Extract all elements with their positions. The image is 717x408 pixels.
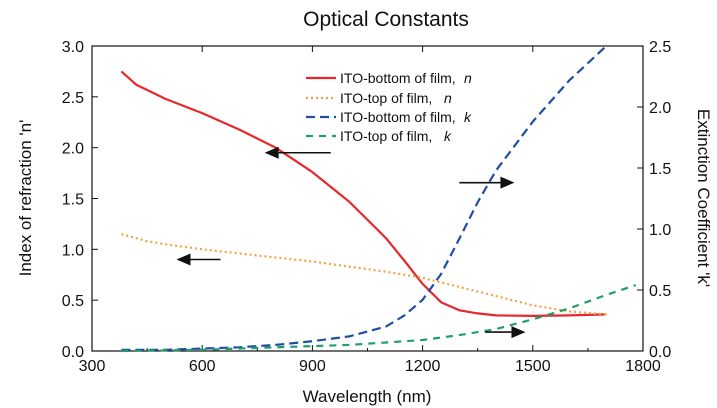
arrow-left-2 <box>176 253 221 266</box>
series-layer <box>120 45 637 353</box>
y2-tick-label: 2.5 <box>649 39 671 56</box>
series-line-2 <box>121 233 607 316</box>
series-line-3 <box>121 45 608 351</box>
legend-symbol-2: n <box>444 90 452 106</box>
chart-title: Optical Constants <box>303 8 469 31</box>
legend-label-3: ITO-bottom of film, <box>340 109 456 125</box>
y-tick-label: 1.0 <box>62 242 84 259</box>
arrow-right-3 <box>459 176 515 189</box>
legend-symbol-1: n <box>464 70 472 86</box>
arrow-right-4 <box>485 326 526 339</box>
annotation-arrows <box>176 146 526 339</box>
legend-label-1: ITO-bottom of film, <box>340 70 456 86</box>
y2-tick-label: 0.5 <box>649 283 671 300</box>
axes: 300 600 900 1200 1500 18000.00.51.01.52.02.53… <box>62 39 672 375</box>
legend-label-2: ITO-top of film, <box>340 90 432 106</box>
x-axis-label: Wavelength (nm) <box>303 387 432 406</box>
x-tick-label: 300 <box>79 358 106 375</box>
x-tick-label: 1800 <box>625 358 661 375</box>
legend: ITO-bottom of film, n ITO-top of film, n… <box>306 70 472 144</box>
x-tick-label: 600 <box>189 358 216 375</box>
arrow-left-1 <box>264 146 331 159</box>
y-tick-label: 3.0 <box>62 39 84 56</box>
y2-tick-label: 2.0 <box>649 100 671 117</box>
x-tick-label: 1200 <box>405 358 441 375</box>
series-line-1 <box>120 70 607 317</box>
y-axis-label-left: Index of refraction 'n' <box>16 120 35 277</box>
x-tick-label: 1500 <box>515 358 551 375</box>
legend-item-1: ITO-bottom of film, n <box>306 70 472 86</box>
legend-item-3: ITO-bottom of film, k <box>306 109 472 125</box>
x-tick-label: 900 <box>299 358 326 375</box>
y-tick-label: 2.5 <box>62 90 84 107</box>
y-tick-label: 0.0 <box>62 344 84 361</box>
legend-item-2: ITO-top of film, n <box>306 90 452 106</box>
y-tick-label: 0.5 <box>62 293 84 310</box>
legend-label-4: ITO-top of film, <box>340 128 432 144</box>
y2-tick-label: 1.5 <box>649 161 671 178</box>
y-tick-label: 1.5 <box>62 192 84 209</box>
legend-item-4: ITO-top of film, k <box>306 128 452 144</box>
series-line-4 <box>121 284 637 353</box>
y-axis-label-right: Extinction Coefficient 'k' <box>694 109 713 287</box>
legend-symbol-3: k <box>464 109 472 125</box>
y2-tick-label: 0.0 <box>649 344 671 361</box>
legend-symbol-4: k <box>444 128 452 144</box>
y2-tick-label: 1.0 <box>649 222 671 239</box>
y-tick-label: 2.0 <box>62 141 84 158</box>
